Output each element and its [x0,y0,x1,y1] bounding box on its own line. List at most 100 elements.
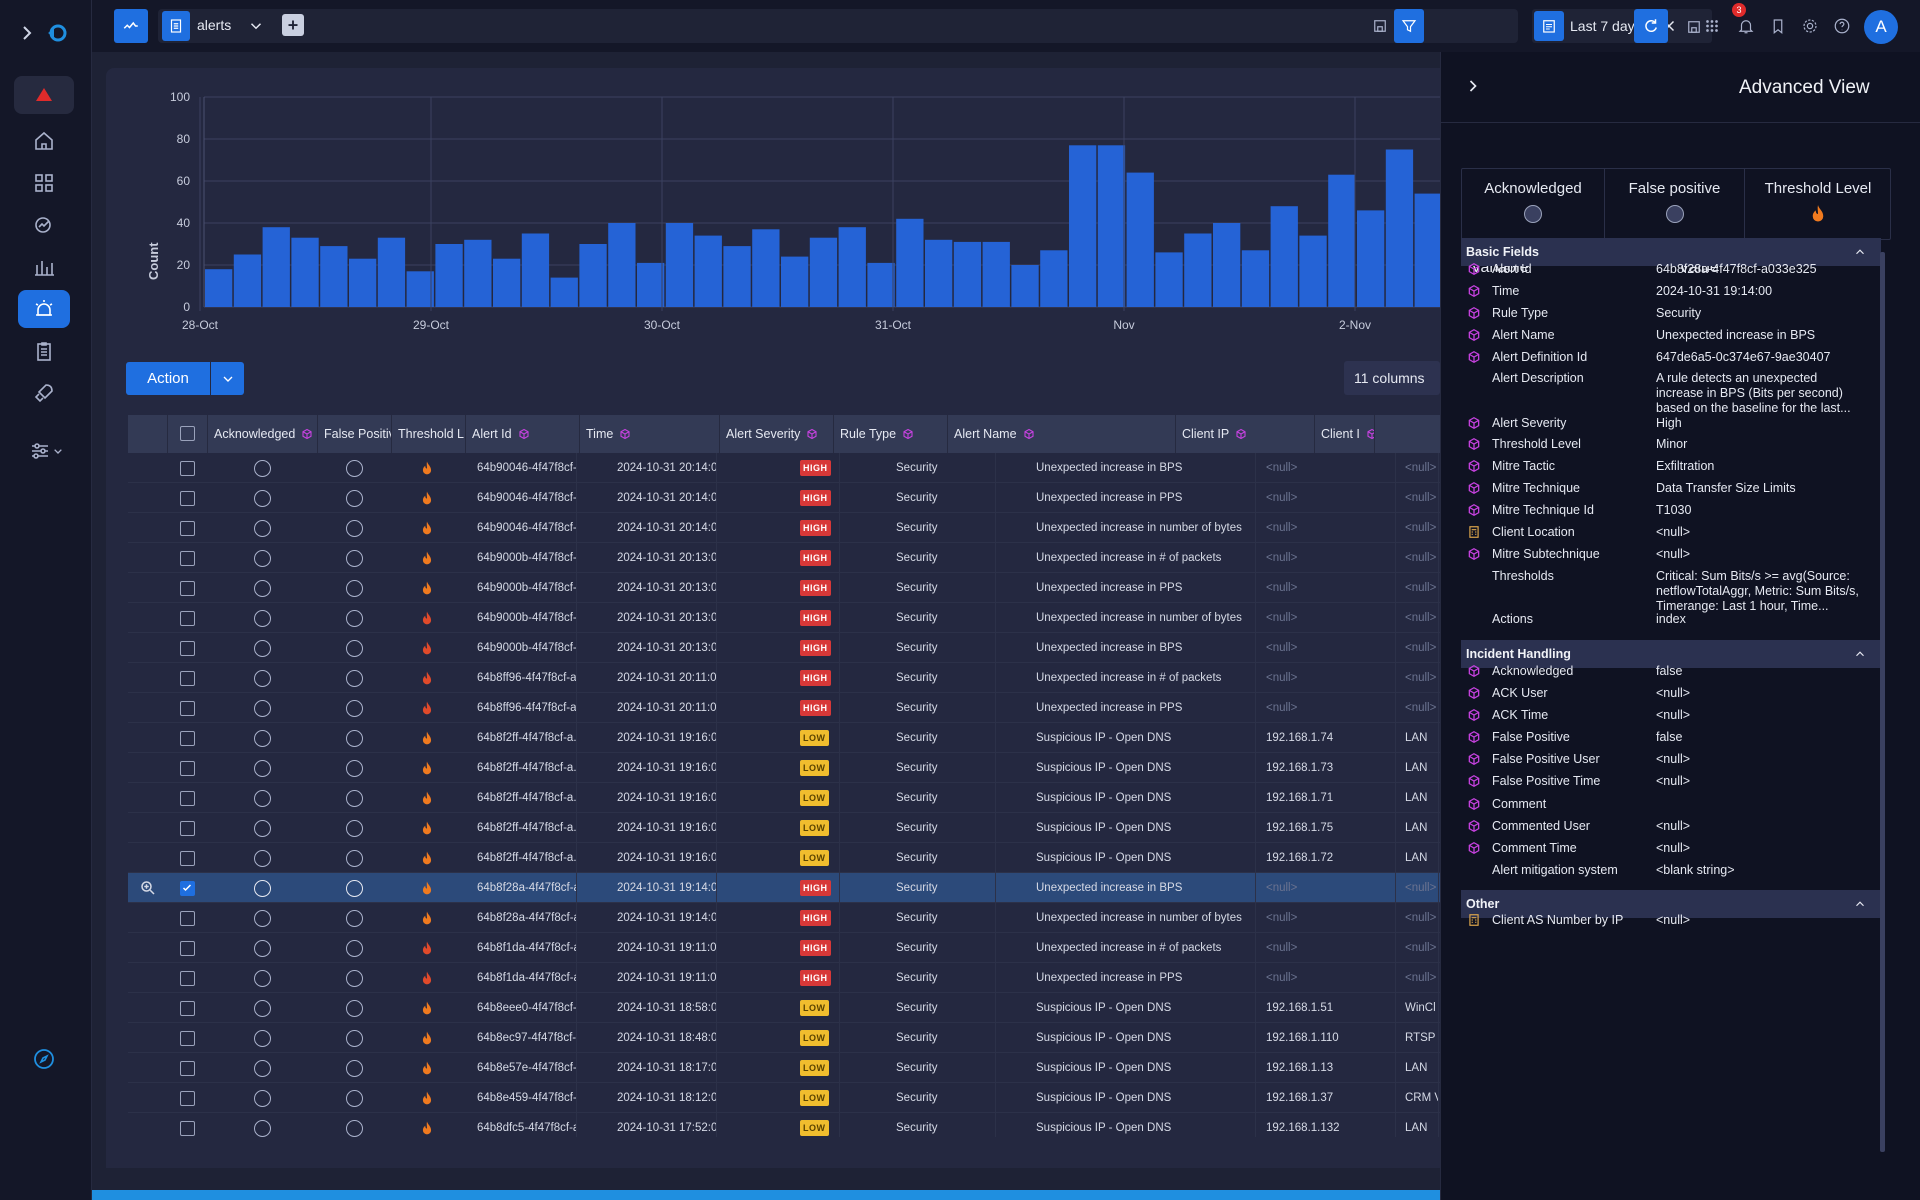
bookmark-icon[interactable] [1766,14,1790,38]
flag-acknowledged[interactable]: Acknowledged [1462,169,1605,241]
row-checkbox[interactable] [180,881,195,896]
acknowledged-toggle[interactable] [254,580,271,597]
table-row[interactable]: 64b8f2ff-4f47f8cf-a... 2024-10-31 19:16:0… [128,753,1440,783]
action-button[interactable]: Action [126,362,210,395]
table-row[interactable]: 64b8f1da-4f47f8cf-a... 2024-10-31 19:11:0… [128,933,1440,963]
row-checkbox[interactable] [180,1061,195,1076]
query-type-icon[interactable] [162,11,190,41]
histogram-bar[interactable] [953,241,982,307]
clipboard-icon[interactable] [18,332,70,370]
histogram-bar[interactable] [406,271,434,307]
chevron-down-icon[interactable] [50,432,66,470]
table-row[interactable]: 64b9000b-4f47f8cf-... 2024-10-31 20:13:00… [128,573,1440,603]
table-row[interactable]: 64b8e57e-4f47f8cf-... 2024-10-31 18:17:00… [128,1053,1440,1083]
column-header-rule-type[interactable]: Rule Type [834,415,948,453]
false-positive-toggle[interactable] [346,550,363,567]
column-header-alert-severity[interactable]: Alert Severity [720,415,834,453]
table-row[interactable]: 64b8f28a-4f47f8cf-a... 2024-10-31 19:14:0… [128,903,1440,933]
acknowledged-toggle[interactable] [254,610,271,627]
row-checkbox[interactable] [180,1031,195,1046]
acknowledged-status-icon[interactable] [1524,205,1542,223]
row-checkbox[interactable] [180,851,195,866]
false-positive-toggle[interactable] [346,610,363,627]
histogram-bar[interactable] [1097,145,1126,307]
row-checkbox[interactable] [180,911,195,926]
section-collapse-chevron-icon[interactable] [1853,238,1867,269]
histogram-bar[interactable] [464,239,492,307]
histogram-bar[interactable] [1040,250,1068,307]
acknowledged-toggle[interactable] [254,790,271,807]
table-row[interactable]: 64b9000b-4f47f8cf-... 2024-10-31 20:13:00… [128,633,1440,663]
section-basic-fields[interactable]: Basic Fields [1461,238,1881,266]
save-query-icon[interactable] [1368,14,1392,38]
histogram-bar[interactable] [1241,250,1270,307]
acknowledged-toggle[interactable] [254,640,271,657]
false-positive-toggle[interactable] [346,1090,363,1107]
column-header-client-location[interactable]: Client I [1315,415,1375,453]
query-dropdown-chevron-icon[interactable] [244,14,268,38]
histogram-bar[interactable] [608,223,636,307]
histogram-bar[interactable] [579,244,607,307]
time-range-picker[interactable]: Last 7 days [1532,9,1712,43]
row-checkbox[interactable] [180,491,195,506]
row-checkbox[interactable] [180,581,195,596]
acknowledged-toggle[interactable] [254,1060,271,1077]
histogram-bar[interactable] [521,233,550,308]
flag-false-positive[interactable]: False positive [1605,169,1745,241]
expand-nav-icon[interactable] [14,14,40,52]
false-positive-status-icon[interactable] [1665,205,1684,223]
acknowledged-toggle[interactable] [254,1120,271,1137]
row-checkbox[interactable] [180,611,195,626]
histogram-bar[interactable] [435,244,463,307]
filter-icon[interactable] [1394,9,1424,43]
column-header-time[interactable]: Time [580,415,720,453]
acknowledged-toggle[interactable] [254,700,271,717]
histogram-bar[interactable] [550,277,578,307]
acknowledged-toggle[interactable] [254,820,271,837]
section-collapse-chevron-icon[interactable] [1853,640,1867,671]
query-name[interactable]: alerts [197,17,232,33]
histogram-bar[interactable] [320,246,348,307]
acknowledged-toggle[interactable] [254,880,271,897]
avatar[interactable]: A [1864,10,1898,44]
histogram-bar[interactable] [1270,206,1298,307]
row-checkbox[interactable] [180,671,195,686]
row-checkbox[interactable] [180,971,195,986]
histogram-bar[interactable] [1299,235,1327,307]
histogram-bar[interactable] [809,237,838,307]
row-checkbox[interactable] [180,521,195,536]
false-positive-toggle[interactable] [346,580,363,597]
alarm-indicator-icon[interactable] [14,76,74,114]
row-checkbox[interactable] [180,701,195,716]
table-row[interactable]: 64b9000b-4f47f8cf-... 2024-10-31 20:13:00… [128,603,1440,633]
histogram-bar[interactable] [377,237,406,307]
false-positive-toggle[interactable] [346,760,363,777]
false-positive-toggle[interactable] [346,490,363,507]
analytics-icon[interactable] [18,206,70,244]
row-checkbox[interactable] [180,1121,195,1136]
section-incident-handling[interactable]: Incident Handling [1461,640,1881,668]
table-row[interactable]: 64b8f2ff-4f47f8cf-a... 2024-10-31 19:16:0… [128,783,1440,813]
activity-icon[interactable] [114,9,148,43]
histogram-bar[interactable] [493,258,521,307]
column-header-client-ip[interactable]: Client IP [1176,415,1315,453]
add-query-icon[interactable] [282,14,304,36]
histogram-bar[interactable] [723,246,751,307]
table-row[interactable]: 64b90046-4f47f8cf-... 2024-10-31 20:14:00… [128,513,1440,543]
false-positive-toggle[interactable] [346,700,363,717]
false-positive-toggle[interactable] [346,790,363,807]
alerts-icon[interactable] [18,290,70,328]
histogram-bar[interactable] [291,237,319,307]
false-positive-toggle[interactable] [346,820,363,837]
table-row[interactable]: 64b8dfc5-4f47f8cf-a... 2024-10-31 17:52:0… [128,1113,1440,1137]
notifications-bell-icon[interactable] [1734,14,1758,38]
acknowledged-toggle[interactable] [254,970,271,987]
table-row[interactable]: 64b8ff96-4f47f8cf-a... 2024-10-31 20:11:0… [128,693,1440,723]
columns-button[interactable]: 11 columns [1344,361,1440,395]
histogram-bar[interactable] [1414,193,1440,307]
table-row[interactable]: 64b8ec97-4f47f8cf-... 2024-10-31 18:48:00… [128,1023,1440,1053]
false-positive-toggle[interactable] [346,640,363,657]
histogram-bar[interactable] [349,258,377,307]
false-positive-toggle[interactable] [346,970,363,987]
false-positive-toggle[interactable] [346,730,363,747]
